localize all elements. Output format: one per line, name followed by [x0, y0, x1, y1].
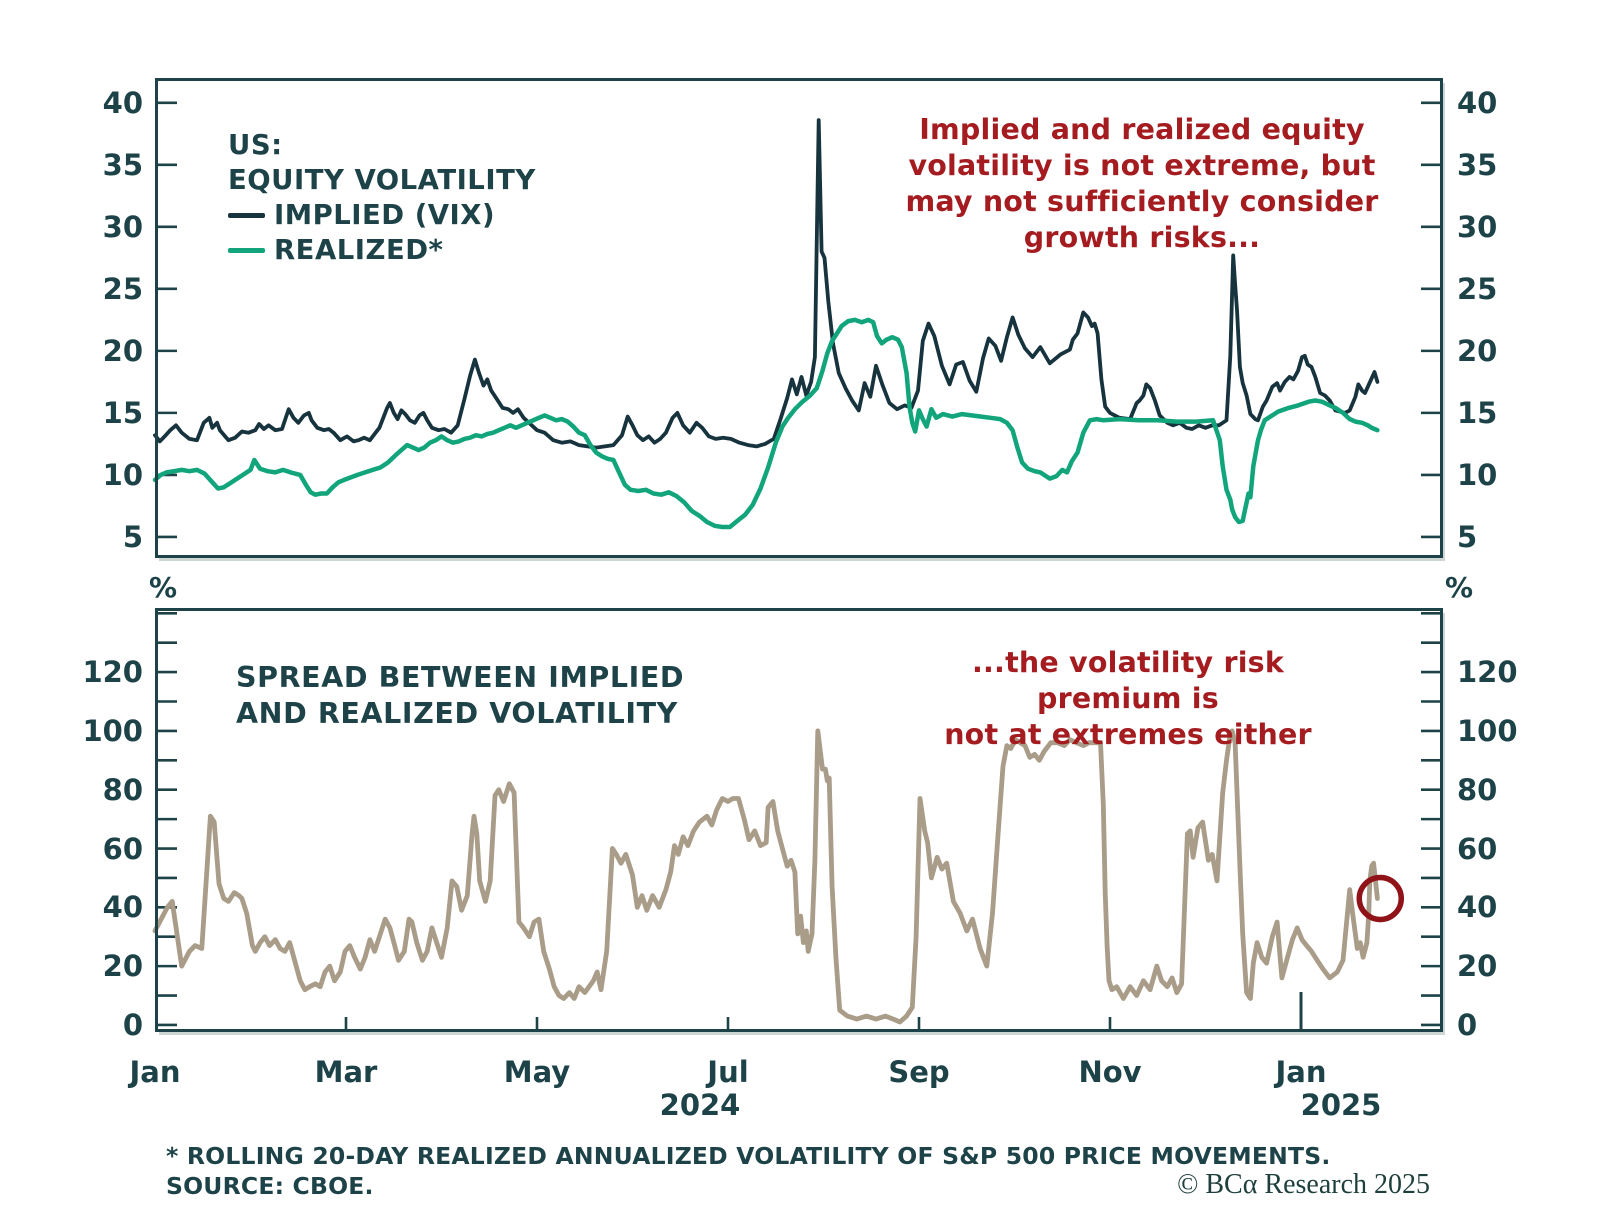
legend-region-label: US:: [228, 129, 283, 161]
chart-footnote: * ROLLING 20-DAY REALIZED ANNUALIZED VOL…: [166, 1142, 1330, 1201]
y-axis-label-right: 20: [1457, 949, 1498, 984]
legend-item-realized: REALIZED*: [228, 233, 536, 268]
x-axis-month-label: Jan: [129, 1055, 181, 1089]
y-axis-label-right: 100: [1457, 713, 1518, 748]
y-axis-label-right: 25: [1457, 271, 1498, 306]
y-axis-label-right: 0: [1457, 1007, 1478, 1042]
y-axis-label-left: 25: [102, 271, 143, 306]
implied-line-swatch-icon: [228, 213, 265, 218]
y-axis-label-right: 60: [1457, 831, 1498, 866]
legend-item-realized-label: REALIZED*: [274, 234, 444, 266]
x-axis-month-label: Jul: [707, 1055, 749, 1089]
top-annotation: Implied and realized equity volatility i…: [902, 112, 1382, 256]
y-axis-label-left: 60: [102, 831, 143, 866]
y-axis-label-right: 15: [1457, 395, 1498, 430]
y-axis-label-right: 35: [1457, 147, 1498, 182]
top-annotation-line: Implied and realized equity: [919, 113, 1365, 146]
spread-chart-title: SPREAD BETWEEN IMPLIED AND REALIZED VOLA…: [236, 660, 684, 732]
spread-chart: [152, 608, 1443, 1032]
y-axis-label-right: 40: [1457, 890, 1498, 925]
realized-line-swatch-icon: [228, 248, 265, 253]
x-axis-month-label: Mar: [314, 1055, 378, 1089]
chart-title: EQUITY VOLATILITY: [228, 164, 536, 196]
x-axis-month-label: Sep: [888, 1055, 950, 1089]
y-axis-label-left: 0: [122, 1007, 143, 1042]
y-axis-label-right: 40: [1457, 85, 1498, 120]
x-axis-month-label: Jan: [1275, 1055, 1327, 1089]
spread-chart-title-line: SPREAD BETWEEN IMPLIED: [236, 661, 685, 694]
footnote-definition: * ROLLING 20-DAY REALIZED ANNUALIZED VOL…: [166, 1142, 1331, 1170]
top-annotation-line: volatility is not extreme, but: [908, 149, 1376, 182]
copyright-notice: © BCα Research 2025: [1177, 1169, 1430, 1200]
y-axis-label-left: 100: [82, 713, 143, 748]
y-axis-unit-left: %: [148, 571, 178, 604]
y-axis-unit-right: %: [1444, 571, 1474, 604]
y-axis-label-right: 5: [1457, 519, 1478, 554]
y-axis-label-left: 40: [102, 890, 143, 925]
y-axis-label-left: 35: [102, 147, 143, 182]
bottom-annotation: ...the volatility risk premium is not at…: [898, 645, 1358, 753]
x-axis-month-label: Nov: [1078, 1055, 1142, 1089]
y-axis-label-right: 30: [1457, 209, 1498, 244]
x-axis-month-label: May: [503, 1055, 571, 1089]
chart-legend: US: EQUITY VOLATILITY IMPLIED (VIX) REAL…: [228, 128, 536, 268]
spread-chart-title-line: AND REALIZED VOLATILITY: [236, 697, 678, 730]
y-axis-label-left: 120: [82, 655, 143, 690]
y-axis-label-right: 20: [1457, 333, 1498, 368]
top-annotation-line: may not sufficiently consider: [905, 185, 1379, 218]
top-annotation-line: growth risks...: [1023, 221, 1261, 254]
x-axis-year-label: 2024: [659, 1088, 741, 1122]
bottom-annotation-line: not at extremes either: [944, 718, 1312, 751]
y-axis-label-left: 10: [102, 457, 143, 492]
top-volatility-chart: [152, 78, 1443, 558]
y-axis-label-left: 80: [102, 772, 143, 807]
y-axis-label-right: 80: [1457, 772, 1498, 807]
y-axis-label-left: 30: [102, 209, 143, 244]
y-axis-label-right: 120: [1457, 655, 1518, 690]
y-axis-label-right: 10: [1457, 457, 1498, 492]
y-axis-label-left: 40: [102, 85, 143, 120]
footnote-source: SOURCE: CBOE.: [166, 1171, 374, 1200]
legend-item-implied: IMPLIED (VIX): [228, 198, 536, 233]
y-axis-label-left: 5: [122, 519, 143, 554]
y-axis-label-left: 20: [102, 333, 143, 368]
legend-item-implied-label: IMPLIED (VIX): [274, 199, 496, 231]
y-axis-label-left: 15: [102, 395, 143, 430]
x-axis-year-label: 2025: [1300, 1088, 1382, 1122]
y-axis-label-left: 20: [102, 949, 143, 984]
bottom-annotation-line: ...the volatility risk premium is: [972, 646, 1284, 715]
